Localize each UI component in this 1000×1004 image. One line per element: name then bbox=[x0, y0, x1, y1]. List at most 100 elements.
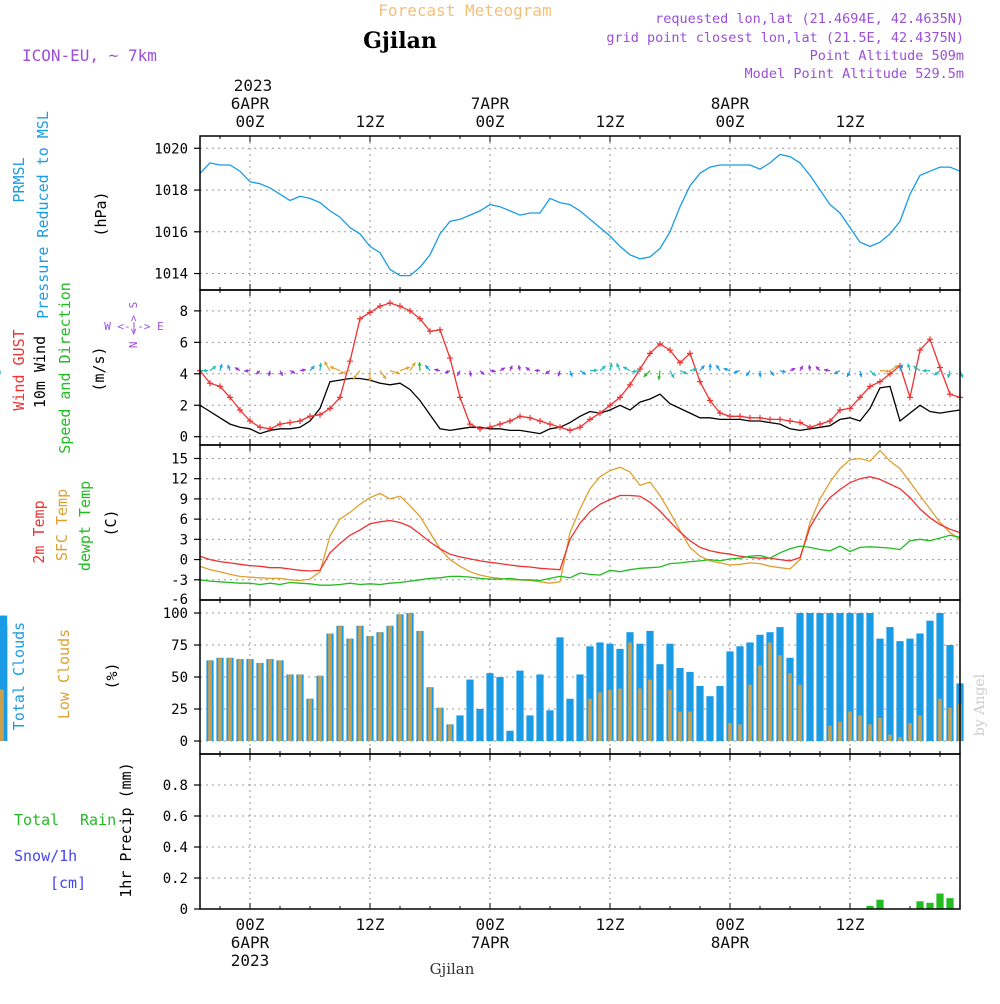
low-cloud-bar bbox=[738, 724, 742, 741]
dewpoint-line bbox=[200, 535, 960, 585]
low-cloud-bar bbox=[418, 631, 422, 741]
pressure-unit: (hPa) bbox=[92, 191, 110, 236]
low-cloud-bar bbox=[628, 642, 632, 741]
precip-frame bbox=[200, 754, 960, 909]
low-cloud-bar bbox=[338, 626, 342, 741]
wind-arrow bbox=[445, 370, 450, 373]
temp-plot bbox=[200, 450, 960, 585]
wind-arrow bbox=[824, 368, 830, 372]
low-cloud-bar bbox=[408, 613, 412, 741]
total-cloud-bar bbox=[526, 715, 533, 741]
wind-label-direction: Speed and Direction bbox=[56, 282, 74, 454]
wind-arrow bbox=[734, 370, 740, 374]
low-cloud-bar bbox=[878, 718, 882, 741]
y-tick-label: 0 bbox=[180, 902, 188, 918]
low-cloud-bar bbox=[948, 708, 952, 741]
total-cloud-bar bbox=[486, 673, 493, 741]
gust-marker bbox=[797, 420, 803, 426]
total-cloud-bar bbox=[576, 674, 583, 741]
bottom-hour-label: 12Z bbox=[836, 915, 865, 934]
total-cloud-bar bbox=[826, 613, 833, 741]
y-tick-label: 12 bbox=[171, 472, 188, 488]
wind-arrow bbox=[907, 364, 911, 371]
y-tick-label: 0.8 bbox=[163, 778, 188, 794]
low-cloud-bar bbox=[638, 689, 642, 741]
temp-label-dewpt: dewpt Temp bbox=[76, 481, 94, 571]
wind-arrow-head bbox=[535, 369, 539, 373]
wind-arrow bbox=[468, 371, 472, 377]
low-cloud-bar bbox=[228, 658, 232, 741]
precip-label-rain: Rain bbox=[80, 811, 116, 829]
low-cloud-bar bbox=[208, 660, 212, 741]
gust-marker bbox=[537, 418, 543, 424]
bottom-date-label: 7APR bbox=[471, 933, 510, 952]
wind-arrow bbox=[758, 371, 762, 378]
total-cloud-bar bbox=[546, 710, 553, 741]
wind-arrow-head bbox=[319, 363, 323, 367]
wind-arrow bbox=[644, 371, 650, 377]
wind-arrow bbox=[410, 362, 415, 370]
total-cloud-bar bbox=[466, 680, 473, 741]
wind-arrow bbox=[816, 366, 820, 370]
gust-marker bbox=[457, 394, 463, 400]
wind-arrow bbox=[256, 370, 260, 374]
wind-arrow-head bbox=[758, 374, 762, 378]
wind-arrow bbox=[490, 369, 496, 373]
wind-arrow bbox=[790, 368, 795, 372]
wind-arrow-head bbox=[244, 369, 248, 373]
temp-label-2m: 2m Temp bbox=[30, 500, 48, 563]
wind-arrow-head bbox=[708, 364, 712, 368]
gust-marker bbox=[947, 391, 953, 397]
y-tick-label: 6 bbox=[180, 335, 188, 351]
gust-marker bbox=[517, 413, 523, 419]
wind-arrow bbox=[870, 371, 876, 376]
gust-marker bbox=[547, 421, 553, 427]
y-tick-label: 2 bbox=[180, 398, 188, 414]
wind-arrow-head bbox=[418, 362, 422, 366]
y-tick-label: 50 bbox=[171, 670, 188, 686]
gust-marker bbox=[387, 300, 393, 306]
wind-arrow bbox=[219, 364, 223, 371]
precip-label-cm: [cm] bbox=[50, 874, 86, 892]
wind-arrow-head bbox=[886, 369, 890, 373]
wind-arrow bbox=[300, 368, 306, 372]
wind-arrow bbox=[227, 365, 231, 371]
gust-marker bbox=[727, 413, 733, 419]
wind-arrow bbox=[418, 362, 422, 371]
total-cloud-bar bbox=[926, 621, 933, 741]
gust-marker bbox=[347, 358, 353, 364]
cloud-label-total: Total Clouds bbox=[10, 622, 28, 730]
gust-marker bbox=[567, 427, 573, 433]
low-cloud-bar bbox=[268, 659, 272, 741]
y-tick-label: 8 bbox=[180, 304, 188, 320]
gust-marker bbox=[507, 418, 513, 424]
compass-west-east: W <-|-> E bbox=[104, 320, 164, 333]
rain-bar bbox=[926, 903, 933, 909]
total-cloud-bar bbox=[806, 613, 813, 741]
wind-arrow bbox=[325, 362, 330, 371]
y-tick-label: 75 bbox=[171, 638, 188, 654]
wind-arrow bbox=[947, 371, 951, 378]
rain-bar bbox=[946, 898, 953, 909]
pressure-line bbox=[200, 155, 960, 276]
point-altitude: Point Altitude 509m bbox=[810, 48, 964, 64]
wind-label-10m: 10m Wind bbox=[31, 336, 49, 408]
low-cloud-bar bbox=[238, 659, 242, 741]
gust-marker bbox=[447, 355, 453, 361]
low-cloud-bar bbox=[438, 708, 442, 741]
gust-marker bbox=[557, 424, 563, 430]
top-hour-label: 00Z bbox=[716, 112, 745, 131]
low-cloud-bar bbox=[938, 699, 942, 741]
wind-arrow bbox=[724, 368, 730, 372]
wind-arrow bbox=[319, 363, 323, 371]
low-cloud-bar bbox=[688, 712, 692, 741]
gust-marker bbox=[297, 418, 303, 424]
precip-grid bbox=[200, 754, 960, 909]
low-cloud-bar bbox=[308, 699, 312, 741]
pressure-label-prmsl: PRMSL bbox=[10, 157, 28, 202]
gust-marker bbox=[467, 421, 473, 427]
pressure-panel: PRMSL Pressure Reduced to MSL (hPa) 1014… bbox=[10, 111, 960, 319]
